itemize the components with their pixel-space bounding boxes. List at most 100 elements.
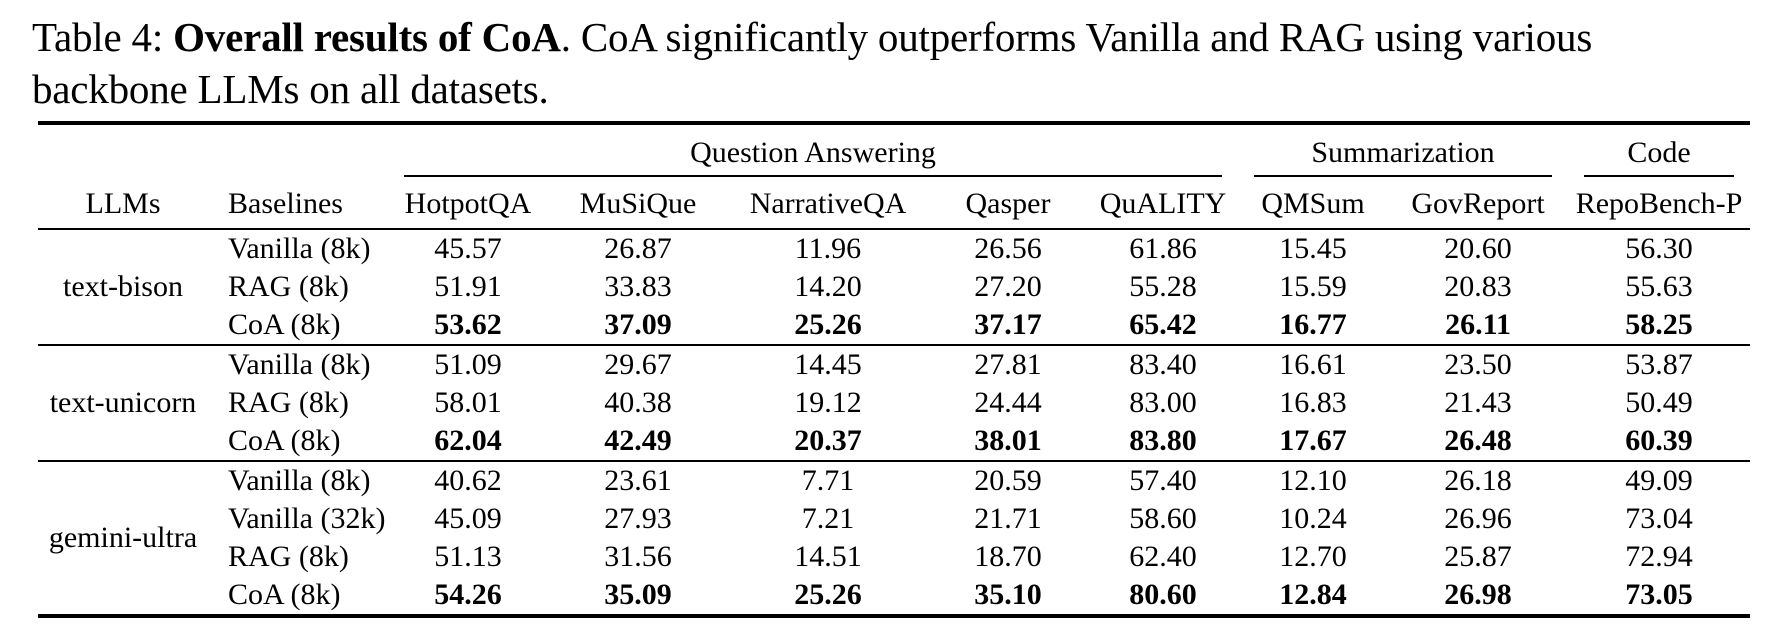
group-code-label: Code bbox=[1584, 136, 1735, 178]
llm-name-gemini-ultra: gemini-ultra bbox=[38, 460, 208, 617]
cell-value: 26.11 bbox=[1445, 308, 1511, 342]
cell-value: 12.70 bbox=[1279, 540, 1347, 574]
cell-value: 83.00 bbox=[1129, 386, 1197, 420]
cell-value: 58.25 bbox=[1625, 308, 1693, 342]
cell-value: 21.43 bbox=[1444, 386, 1512, 420]
cell-value: 27.81 bbox=[928, 344, 1088, 385]
col-header-baselines: Baselines bbox=[208, 177, 388, 231]
cell-value: 62.04 bbox=[434, 424, 502, 458]
cell-value: 51.09 bbox=[388, 344, 548, 385]
cell-value: 27.93 bbox=[604, 502, 672, 536]
baseline-label: RAG (8k) bbox=[228, 270, 349, 304]
table-row-text-bison-coa-8k: CoA (8k) 53.62 37.09 25.26 37.17 65.42 1… bbox=[38, 306, 1750, 345]
table-row-gemini-ultra-coa-8k: CoA (8k) 54.26 35.09 25.26 35.10 80.60 1… bbox=[38, 576, 1750, 616]
caption-label: Table 4: bbox=[32, 14, 164, 60]
col-header-repobench-p: RepoBench-P bbox=[1568, 177, 1751, 231]
col-header-govreport: GovReport bbox=[1388, 177, 1569, 231]
cell-value: 21.71 bbox=[974, 502, 1042, 536]
table-row-gemini-ultra-rag-8k: RAG (8k) 51.13 31.56 14.51 18.70 62.40 1… bbox=[38, 538, 1750, 576]
cell-value: 15.45 bbox=[1279, 232, 1347, 266]
cell-value: 25.87 bbox=[1444, 540, 1512, 574]
cell-value: 16.77 bbox=[1279, 308, 1347, 342]
baseline-label: Vanilla (8k) bbox=[208, 460, 388, 501]
cell-value: 23.50 bbox=[1388, 344, 1569, 385]
cell-value: 37.09 bbox=[604, 308, 672, 342]
col-header-narrativeqa: NarrativeQA bbox=[728, 177, 928, 231]
table-row-gemini-ultra-vanilla-32k: Vanilla (32k) 45.09 27.93 7.21 21.71 58.… bbox=[38, 500, 1750, 538]
cell-value: 7.71 bbox=[728, 460, 928, 501]
cell-value: 38.01 bbox=[974, 424, 1042, 458]
col-header-musique: MuSiQue bbox=[548, 177, 728, 231]
cell-value: 83.80 bbox=[1129, 424, 1197, 458]
cell-value: 37.17 bbox=[974, 308, 1042, 342]
col-header-quality: QuALITY bbox=[1088, 177, 1239, 231]
cell-value: 58.01 bbox=[434, 386, 502, 420]
cell-value: 20.60 bbox=[1444, 232, 1512, 266]
group-summarization-label: Summarization bbox=[1254, 136, 1553, 178]
cell-value: 33.83 bbox=[604, 270, 672, 304]
cell-value: 12.10 bbox=[1238, 460, 1389, 501]
cell-value: 60.39 bbox=[1625, 424, 1693, 458]
table-row-text-unicorn-vanilla-8k: text-unicorn Vanilla (8k) 51.09 29.67 14… bbox=[38, 344, 1751, 462]
cell-value: 14.20 bbox=[794, 270, 862, 304]
cell-value: 61.86 bbox=[1129, 232, 1197, 266]
cell-value: 54.26 bbox=[434, 578, 502, 612]
cell-value: 42.49 bbox=[604, 424, 672, 458]
cell-value: 35.10 bbox=[974, 578, 1042, 612]
cell-value: 10.24 bbox=[1279, 502, 1347, 536]
cell-value: 73.04 bbox=[1625, 502, 1693, 536]
table-row-gemini-ultra-vanilla-8k: gemini-ultra Vanilla (8k) 40.62 23.61 7.… bbox=[38, 460, 1751, 617]
cell-value: 80.60 bbox=[1129, 578, 1197, 612]
cell-value: 57.40 bbox=[1088, 460, 1239, 501]
llm-name-text-bison: text-bison bbox=[63, 270, 183, 304]
baseline-label: RAG (8k) bbox=[228, 386, 349, 420]
cell-value: 15.59 bbox=[1279, 270, 1347, 304]
cell-value: 72.94 bbox=[1625, 540, 1693, 574]
cell-value: 49.09 bbox=[1568, 460, 1751, 501]
cell-value: 26.87 bbox=[604, 232, 672, 266]
cell-value: 65.42 bbox=[1129, 308, 1197, 342]
caption-line-1: Table 4: Overall results of CoA. CoA sig… bbox=[32, 12, 1760, 64]
group-header-row: Question Answering Summarization Code bbox=[38, 123, 1750, 178]
cell-value: 17.67 bbox=[1279, 424, 1347, 458]
baseline-label: Vanilla (8k) bbox=[228, 232, 371, 266]
col-header-qmsum: QMSum bbox=[1238, 177, 1389, 231]
col-header-llms: LLMs bbox=[38, 177, 208, 231]
cell-value: 50.49 bbox=[1625, 386, 1693, 420]
cell-value: 19.12 bbox=[794, 386, 862, 420]
table-row-text-unicorn-rag-8k: RAG (8k) 58.01 40.38 19.12 24.44 83.00 1… bbox=[38, 384, 1750, 422]
cell-value: 83.40 bbox=[1088, 344, 1239, 385]
table-row-text-unicorn-coa-8k: CoA (8k) 62.04 42.49 20.37 38.01 83.80 1… bbox=[38, 422, 1750, 461]
cell-value: 56.30 bbox=[1625, 232, 1693, 266]
baseline-label: Vanilla (8k) bbox=[208, 344, 388, 385]
group-question-answering-label: Question Answering bbox=[404, 136, 1223, 178]
cell-value: 26.96 bbox=[1444, 502, 1512, 536]
cell-value: 18.70 bbox=[974, 540, 1042, 574]
baseline-label: Vanilla (32k) bbox=[228, 502, 386, 536]
caption-text-2: backbone LLMs on all datasets. bbox=[32, 65, 549, 112]
baseline-label: CoA (8k) bbox=[228, 308, 341, 342]
baseline-label: CoA (8k) bbox=[228, 578, 341, 612]
cell-value: 40.38 bbox=[604, 386, 672, 420]
cell-value: 20.83 bbox=[1444, 270, 1512, 304]
cell-value: 16.61 bbox=[1238, 344, 1389, 385]
cell-value: 73.05 bbox=[1625, 578, 1693, 612]
table-row-text-bison-vanilla-8k: text-bison Vanilla (8k) 45.57 26.87 11.9… bbox=[38, 229, 1750, 303]
caption-line-2: backbone LLMs on all datasets. bbox=[32, 64, 1760, 116]
cell-value: 55.28 bbox=[1129, 270, 1197, 304]
cell-value: 40.62 bbox=[388, 460, 548, 501]
cell-value: 25.26 bbox=[794, 578, 862, 612]
cell-value: 12.84 bbox=[1279, 578, 1347, 612]
baseline-label: RAG (8k) bbox=[228, 540, 349, 574]
cell-value: 55.63 bbox=[1625, 270, 1693, 304]
caption-title: Overall results of CoA bbox=[173, 14, 561, 60]
cell-value: 14.45 bbox=[728, 344, 928, 385]
cell-value: 45.09 bbox=[434, 502, 502, 536]
column-header-row: LLMs Baselines HotpotQA MuSiQue Narrativ… bbox=[38, 177, 1751, 231]
cell-value: 35.09 bbox=[604, 578, 672, 612]
cell-value: 26.48 bbox=[1444, 424, 1512, 458]
cell-value: 25.26 bbox=[794, 308, 862, 342]
group-question-answering: Question Answering bbox=[388, 123, 1238, 178]
caption-text-1: . CoA significantly outperforms Vanilla … bbox=[560, 14, 1593, 60]
